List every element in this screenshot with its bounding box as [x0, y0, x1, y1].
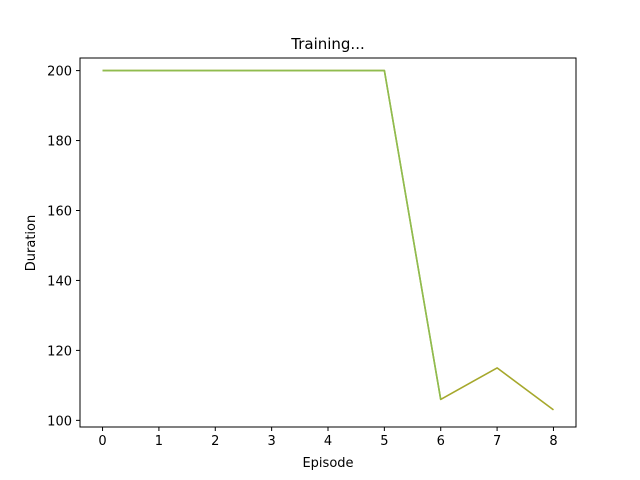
x-tick-label: 6 [437, 434, 445, 449]
y-tick-label: 140 [47, 274, 72, 289]
x-tick-label: 5 [380, 434, 388, 449]
y-tick-label: 100 [47, 414, 72, 429]
x-tick-label: 0 [98, 434, 106, 449]
y-axis-ticks: 100 120 140 160 180 200 [47, 65, 80, 429]
x-tick-label: 8 [549, 434, 557, 449]
series-layer [102, 69, 554, 411]
series-2-line [102, 69, 442, 400]
y-tick-label: 120 [47, 344, 72, 359]
plot-area-frame [79, 57, 577, 428]
x-tick-label: 1 [155, 434, 163, 449]
y-axis-label: Duration [24, 215, 39, 271]
x-tick-label: 4 [324, 434, 332, 449]
x-axis-label: Episode [302, 456, 353, 471]
x-axis-ticks: 0 1 2 3 4 5 6 7 8 [98, 427, 558, 449]
y-tick-label: 200 [47, 65, 72, 80]
x-tick-label: 3 [267, 434, 275, 449]
x-tick-label: 2 [211, 434, 219, 449]
chart-title: Training... [290, 35, 365, 53]
x-tick-label: 7 [493, 434, 501, 449]
y-tick-label: 180 [47, 135, 72, 150]
y-tick-label: 160 [47, 204, 72, 219]
